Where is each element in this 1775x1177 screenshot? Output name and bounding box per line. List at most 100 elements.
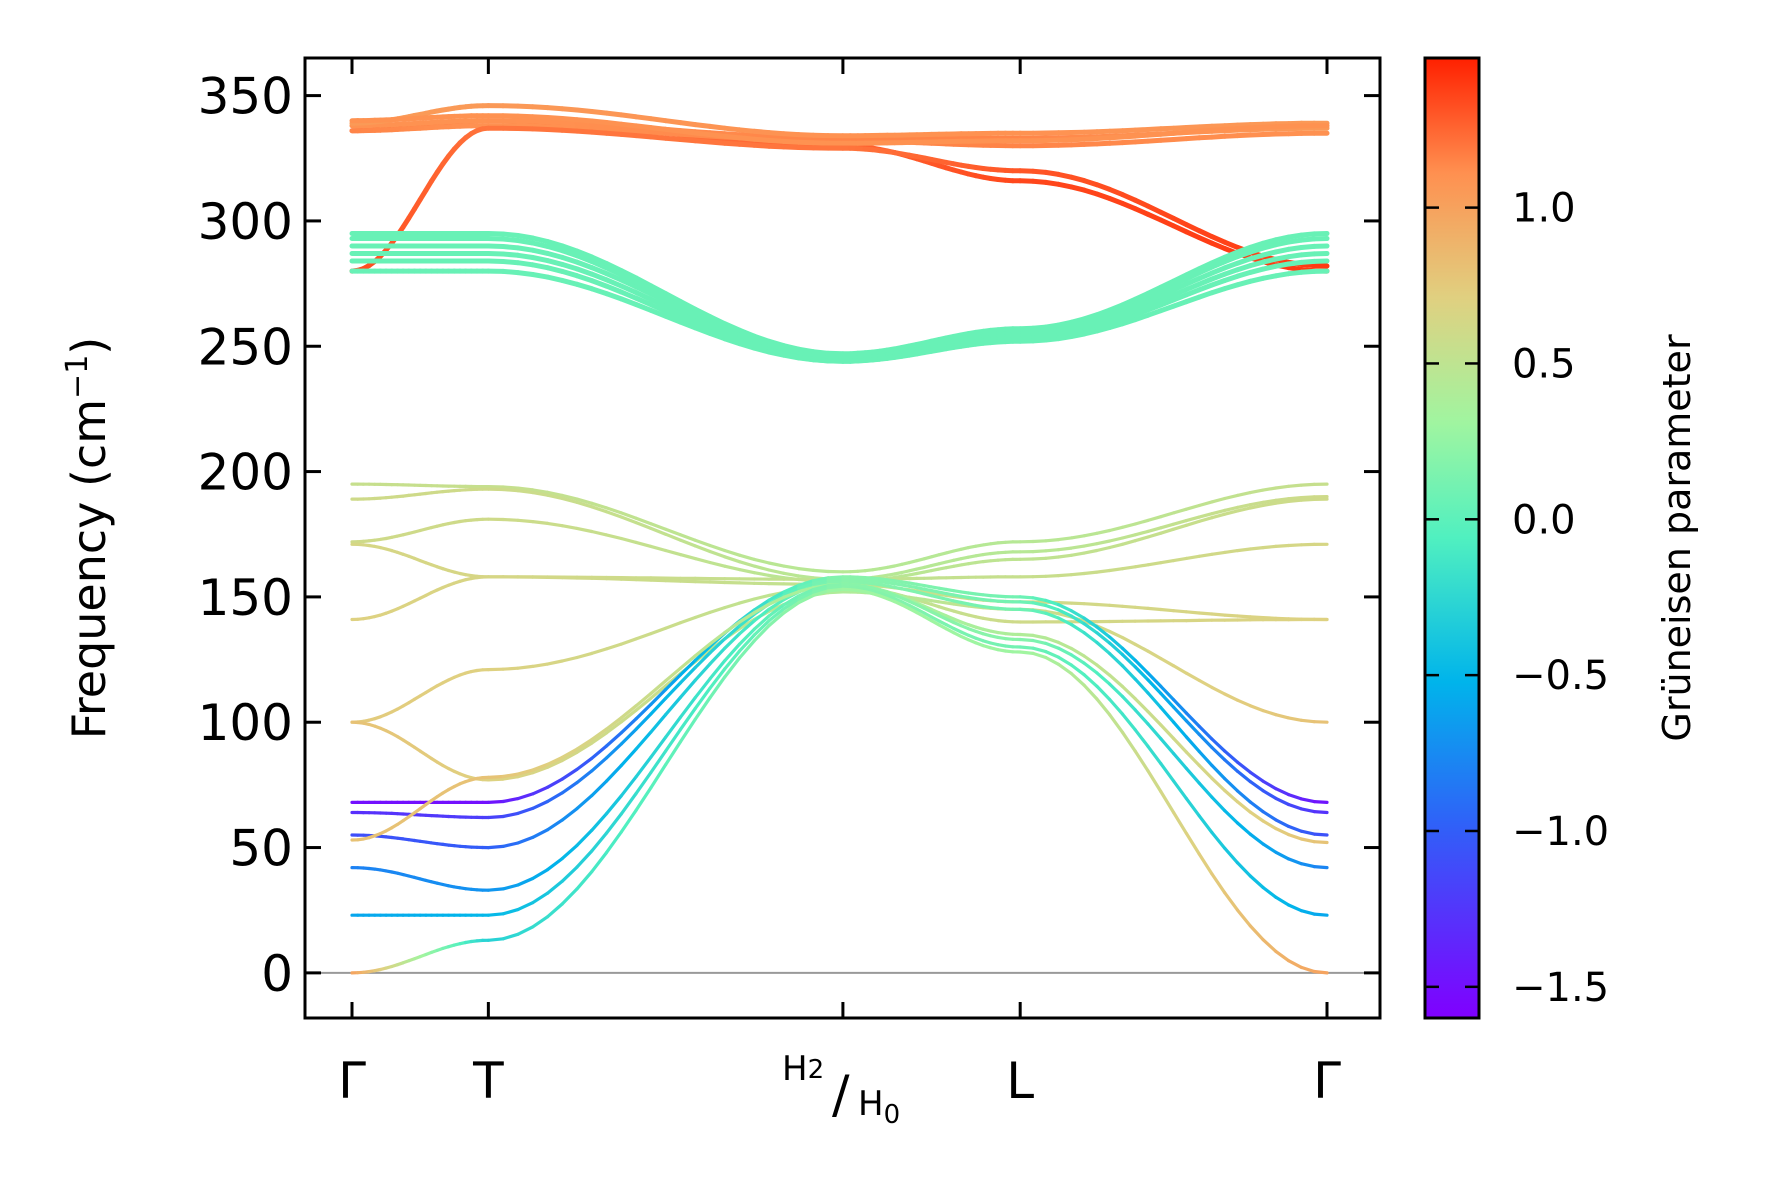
band-segment — [708, 675, 727, 700]
band-segment — [560, 887, 579, 906]
band-segment — [649, 696, 668, 716]
band-segment — [1274, 499, 1291, 505]
band-segment — [1159, 511, 1176, 519]
band-segment — [1171, 751, 1189, 771]
band-segment — [693, 651, 712, 670]
band-segment — [1197, 500, 1214, 508]
band-segment — [1044, 537, 1061, 543]
band-segment — [781, 345, 802, 355]
band-segment — [678, 665, 697, 685]
band-segment — [782, 597, 801, 611]
band-segment — [751, 340, 772, 351]
band-segment — [1235, 789, 1252, 804]
band-segment — [1031, 638, 1048, 646]
band-segment — [1056, 553, 1073, 559]
band-segment — [531, 891, 550, 905]
band-segment — [590, 812, 609, 832]
band-segment — [1146, 606, 1163, 612]
band-segment — [559, 268, 580, 279]
band-segment — [677, 305, 698, 318]
band-segment — [531, 785, 550, 796]
colorbar: −1.5 −1.0 −0.5 0.0 0.5 1.0 Grüneisen paramete… — [1423, 56, 1699, 1020]
band-segment — [781, 343, 802, 352]
band-segment — [516, 664, 535, 670]
band-segment — [1197, 732, 1214, 750]
band-segment — [1286, 832, 1304, 841]
band-segment — [634, 712, 653, 731]
band-opt-low-6 — [350, 585, 1329, 724]
band-segment — [516, 486, 535, 492]
band-segment — [663, 578, 683, 583]
band-segment — [486, 814, 505, 820]
band-segment — [663, 298, 683, 311]
band-segment — [826, 575, 845, 580]
band-segment — [663, 695, 683, 717]
band-segment — [1210, 496, 1227, 504]
band-segment — [634, 696, 653, 712]
band-segment — [1197, 552, 1214, 558]
band-segment — [737, 610, 756, 624]
x-tick-label: Γ — [1313, 1052, 1341, 1110]
band-segment — [633, 284, 654, 297]
band-segment — [1108, 713, 1125, 734]
band-segment — [575, 793, 594, 811]
band-segment — [663, 308, 683, 321]
band-segment — [1133, 518, 1150, 526]
band-segment — [693, 662, 712, 682]
band-segment — [559, 248, 580, 259]
band-opt-mid-6 — [349, 231, 1330, 357]
band-segment — [1044, 636, 1061, 645]
band-segment — [1056, 640, 1073, 651]
band-segment — [1223, 891, 1240, 912]
band-segment — [1056, 616, 1073, 627]
band-segment — [678, 706, 697, 732]
band-segment — [501, 775, 520, 781]
band-segment — [604, 510, 623, 519]
band-segment — [1235, 821, 1252, 836]
band-segment — [1018, 632, 1035, 638]
colorbar-tick-label: −1.0 — [1512, 809, 1609, 855]
band-segment — [1069, 622, 1086, 635]
band-segment — [649, 713, 668, 734]
band-segment — [1069, 671, 1086, 687]
svg-text:H2: H2 — [782, 1049, 824, 1089]
band-segment — [501, 666, 520, 671]
band-segment — [545, 243, 565, 254]
band-segment — [1095, 568, 1112, 574]
plot-frame — [303, 56, 1382, 1020]
band-segment — [1197, 852, 1214, 876]
y-tick-label: 250 — [198, 318, 293, 376]
band-segment — [575, 756, 594, 772]
band-segment — [1146, 561, 1163, 567]
band-segment — [663, 666, 683, 683]
band-segment — [663, 527, 683, 537]
band-segment — [1171, 736, 1189, 754]
band-segment — [751, 344, 772, 354]
band-segment — [1197, 749, 1214, 768]
band-segment — [678, 717, 697, 744]
band-segment — [677, 302, 698, 316]
band-segment — [1133, 708, 1150, 726]
band-segment — [501, 811, 520, 819]
band-segment — [590, 529, 609, 537]
band-segment — [1146, 709, 1163, 727]
band-segment — [649, 684, 668, 700]
band-segment — [1018, 637, 1035, 643]
band-segment — [708, 549, 727, 559]
band-segment — [707, 314, 728, 327]
band-segment — [501, 907, 520, 916]
band-segment — [575, 849, 594, 869]
band-segment — [752, 614, 771, 631]
band-segment — [1082, 602, 1099, 607]
band-segment — [693, 538, 712, 548]
band-segment — [767, 607, 786, 623]
band-segment — [1108, 673, 1125, 689]
band-segment — [619, 515, 638, 525]
band-segment — [1095, 539, 1112, 546]
band-segment — [678, 538, 697, 548]
band-segment — [1261, 885, 1278, 899]
band-segment — [618, 296, 639, 307]
band-segment — [604, 763, 623, 783]
band-segment — [1044, 655, 1061, 666]
band-segment — [530, 240, 550, 249]
